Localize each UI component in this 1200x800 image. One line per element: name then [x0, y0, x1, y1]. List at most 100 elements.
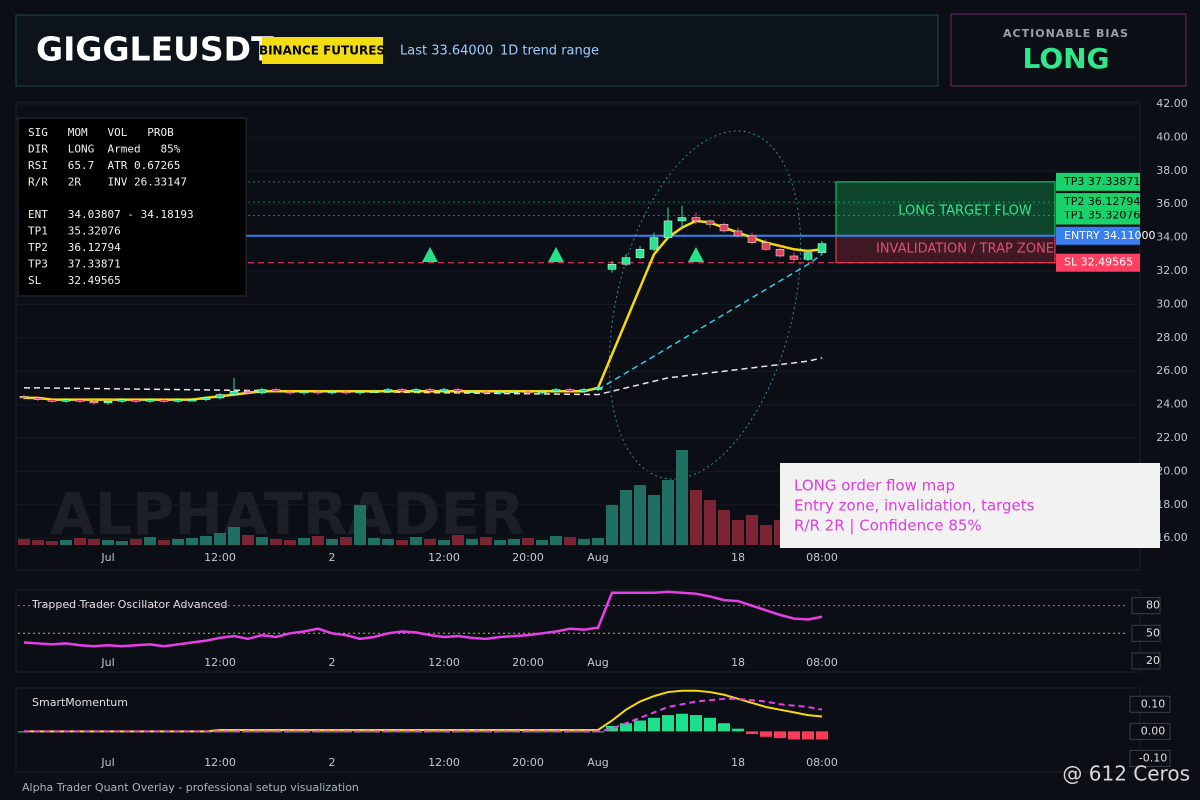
y-tick-box [1131, 652, 1161, 670]
y-tick-box [1131, 597, 1161, 615]
momentum-bar [788, 731, 800, 740]
zone-label: INVALIDATION / TRAP ZONE [876, 242, 1054, 257]
x-tick-label: Aug [587, 656, 608, 669]
x-tick-label: 08:00 [806, 756, 838, 769]
candle-body [705, 220, 715, 225]
y-tick-box [1129, 695, 1171, 713]
momentum-bar [690, 715, 702, 732]
volume-bar [326, 539, 338, 545]
y-tick-box [1129, 722, 1171, 740]
candle-body [495, 390, 505, 394]
level-tag [1056, 226, 1140, 245]
volume-bar [368, 538, 380, 545]
volume-bar [354, 505, 366, 545]
level-tag [1056, 172, 1140, 191]
candle-body [47, 399, 57, 402]
candle-body [369, 390, 379, 393]
y-tick-label: 0.10 [1141, 697, 1166, 710]
y-tick-box [1129, 749, 1171, 767]
momentum-bar [326, 731, 338, 733]
level-tag-label: TP2 36.12794 [1063, 195, 1140, 208]
credit: @ 612 Ceros [1062, 762, 1190, 786]
level-tag [1056, 193, 1140, 212]
momentum-bar [760, 731, 772, 737]
info-line: ENT 34.03807 - 34.18193 [28, 208, 194, 221]
candle-body [635, 249, 645, 258]
candle-body [747, 235, 757, 243]
volume-bar [200, 536, 212, 545]
note-line: R/R 2R | Confidence 85% [794, 517, 982, 535]
candle-body [271, 389, 281, 392]
signal-marker [688, 246, 704, 262]
candle-body [257, 389, 267, 394]
header-box [15, 14, 939, 87]
symbol: GIGGLEUSDT [36, 30, 274, 69]
candle-body [663, 220, 673, 238]
candle-body [565, 389, 575, 392]
level-tag-label: TP3 37.33871 [1063, 175, 1140, 188]
volume-bar [256, 537, 268, 545]
x-tick-label: 08:00 [806, 551, 838, 564]
volume-bar [60, 540, 72, 545]
volume-bar [746, 515, 758, 545]
y-tick-label: 40.00 [1156, 130, 1188, 143]
signal-marker [548, 246, 564, 262]
volume-bar [298, 538, 310, 545]
candle-body [481, 390, 491, 394]
y-tick-label: 80 [1146, 599, 1160, 612]
candle-body [775, 249, 785, 257]
level-tag [1056, 253, 1140, 272]
volume-bar [172, 539, 184, 545]
volume-bar [214, 533, 226, 545]
candle-body [425, 389, 435, 392]
x-tick-label: 2 [329, 551, 336, 564]
y-tick-label: 34.00 [1156, 231, 1188, 244]
x-tick-label: 12:00 [204, 656, 236, 669]
candle-body [187, 399, 197, 402]
watermark: ALPHATRADER [50, 480, 525, 548]
x-tick-label: Aug [587, 551, 608, 564]
momentum-bar [802, 731, 814, 740]
momentum-bar [746, 731, 758, 735]
volume-bar [88, 539, 100, 545]
candle-body [397, 389, 407, 392]
volume-bar [74, 538, 86, 545]
note-line: LONG order flow map [794, 477, 955, 495]
info-line: DIR LONG Armed 85% [28, 143, 181, 156]
note-box [780, 463, 1160, 548]
volume-bar [102, 540, 114, 545]
candle-body [75, 399, 85, 402]
x-tick-label: 08:00 [806, 656, 838, 669]
y-tick-label: 18.00 [1156, 498, 1188, 511]
x-tick-label: 2 [329, 756, 336, 769]
candle-body [215, 394, 225, 399]
exchange: BINANCE FUTURES [259, 44, 385, 58]
info-line: R/R 2R INV 26.33147 [28, 176, 187, 189]
volume-bar [550, 536, 562, 545]
x-tick-label: 20:00 [512, 551, 544, 564]
candle-body [145, 399, 155, 402]
candle-body [719, 223, 729, 232]
oscillator-pane [15, 589, 1141, 673]
overlay-line [597, 253, 823, 391]
candle-body [103, 401, 113, 404]
footer: Alpha Trader Quant Overlay - professiona… [22, 781, 359, 794]
momentum-bar [774, 731, 786, 739]
y-tick-label: 20.00 [1156, 464, 1188, 477]
candle-body [33, 397, 43, 400]
info-line: TP1 35.32076 [28, 225, 121, 238]
volume-bar [578, 539, 590, 545]
level-tag-label: TP1 35.32076 [1063, 209, 1140, 222]
y-tick-label: 50 [1146, 626, 1160, 639]
bias-label: ACTIONABLE BIAS [1003, 27, 1129, 40]
x-tick-label: 12:00 [428, 756, 460, 769]
volume-bar [704, 500, 716, 545]
volume-bar [760, 525, 772, 545]
volume-bar [312, 536, 324, 545]
y-tick-label: 26.00 [1156, 364, 1188, 377]
candle-body [19, 396, 29, 399]
candle-body [299, 390, 309, 394]
momentum-bar [466, 731, 478, 733]
candle-body [243, 390, 253, 394]
